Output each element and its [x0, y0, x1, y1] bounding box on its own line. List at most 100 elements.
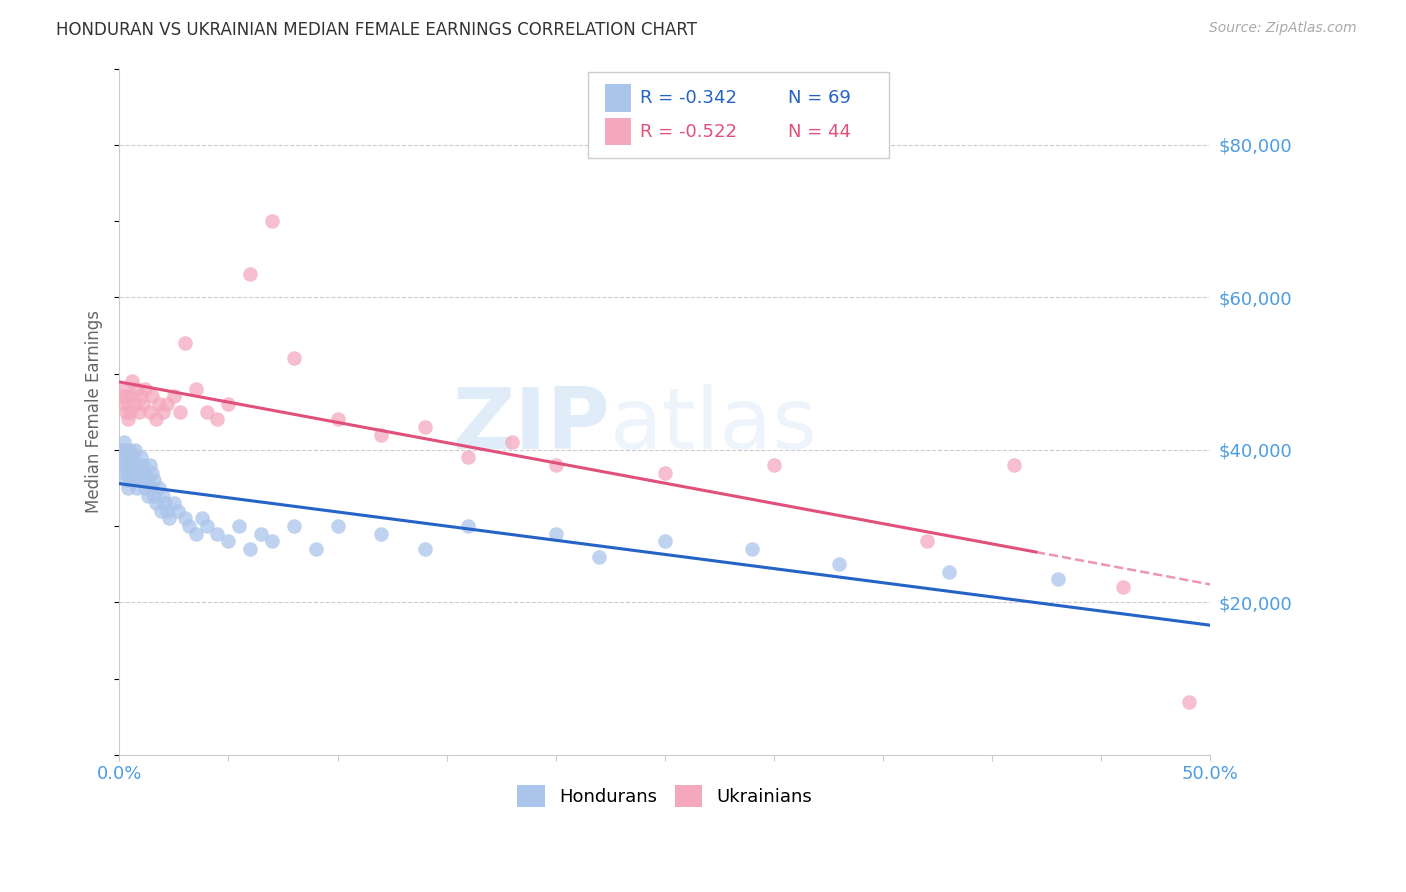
Point	[413, 541, 436, 556]
Point	[326, 519, 349, 533]
Point	[207, 526, 229, 541]
Point	[217, 534, 239, 549]
Point	[117, 481, 139, 495]
Point	[167, 504, 190, 518]
Point	[915, 534, 938, 549]
Text: Source: ZipAtlas.com: Source: ZipAtlas.com	[1209, 21, 1357, 36]
Point	[132, 458, 155, 472]
Point	[159, 511, 181, 525]
Point	[152, 405, 174, 419]
Point	[239, 541, 262, 556]
Point	[148, 397, 170, 411]
Point	[114, 442, 136, 457]
Point	[207, 412, 229, 426]
Point	[260, 534, 283, 549]
Point	[112, 466, 135, 480]
Point	[145, 412, 167, 426]
Point	[544, 526, 567, 541]
Point	[763, 458, 786, 472]
Point	[121, 374, 143, 388]
Point	[239, 268, 262, 282]
Point	[457, 519, 479, 533]
Point	[143, 474, 166, 488]
Point	[156, 397, 179, 411]
Point	[110, 389, 132, 403]
Point	[145, 496, 167, 510]
Point	[124, 474, 146, 488]
Point	[156, 504, 179, 518]
Point	[134, 481, 156, 495]
Point	[195, 519, 218, 533]
Point	[114, 389, 136, 403]
Point	[117, 466, 139, 480]
Point	[173, 511, 195, 525]
Point	[136, 474, 159, 488]
Point	[184, 382, 207, 396]
Point	[169, 405, 191, 419]
Point	[124, 397, 146, 411]
Point	[139, 458, 162, 472]
Bar	[605, 85, 631, 112]
Point	[121, 466, 143, 480]
Point	[143, 489, 166, 503]
Point	[129, 466, 152, 480]
Point	[120, 442, 142, 457]
Point	[141, 466, 163, 480]
Point	[112, 382, 135, 396]
Point	[654, 466, 676, 480]
Point	[112, 450, 135, 465]
Point	[117, 412, 139, 426]
Point	[129, 389, 152, 403]
Point	[654, 534, 676, 549]
Text: atlas: atlas	[610, 384, 818, 467]
Point	[125, 382, 148, 396]
Point	[117, 450, 139, 465]
Point	[125, 466, 148, 480]
Point	[125, 481, 148, 495]
Point	[112, 397, 135, 411]
Point	[370, 526, 392, 541]
Point	[134, 382, 156, 396]
Point	[501, 435, 523, 450]
Point	[184, 526, 207, 541]
Point	[112, 435, 135, 450]
Point	[149, 504, 172, 518]
Text: N = 44: N = 44	[789, 123, 851, 141]
Point	[179, 519, 201, 533]
Point	[120, 458, 142, 472]
Point	[110, 458, 132, 472]
Point	[117, 397, 139, 411]
Point	[152, 489, 174, 503]
Point	[128, 474, 150, 488]
Point	[141, 481, 163, 495]
Point	[121, 389, 143, 403]
Y-axis label: Median Female Earnings: Median Female Earnings	[86, 310, 103, 513]
Point	[1177, 694, 1199, 708]
Point	[326, 412, 349, 426]
Point	[132, 474, 155, 488]
Point	[134, 466, 156, 480]
Point	[1002, 458, 1025, 472]
Point	[139, 405, 162, 419]
Point	[938, 565, 960, 579]
Point	[191, 511, 214, 525]
Legend: Hondurans, Ukrainians: Hondurans, Ukrainians	[510, 778, 820, 814]
Point	[120, 405, 142, 419]
Point	[129, 450, 152, 465]
Point	[148, 481, 170, 495]
Point	[250, 526, 273, 541]
Text: R = -0.342: R = -0.342	[640, 89, 737, 107]
Text: ZIP: ZIP	[453, 384, 610, 467]
Point	[114, 405, 136, 419]
Point	[114, 474, 136, 488]
Point	[217, 397, 239, 411]
Point	[136, 489, 159, 503]
Text: HONDURAN VS UKRAINIAN MEDIAN FEMALE EARNINGS CORRELATION CHART: HONDURAN VS UKRAINIAN MEDIAN FEMALE EARN…	[56, 21, 697, 39]
Point	[457, 450, 479, 465]
Point	[544, 458, 567, 472]
Point	[413, 420, 436, 434]
Point	[283, 351, 305, 366]
Point	[120, 474, 142, 488]
Point	[128, 458, 150, 472]
Point	[260, 214, 283, 228]
